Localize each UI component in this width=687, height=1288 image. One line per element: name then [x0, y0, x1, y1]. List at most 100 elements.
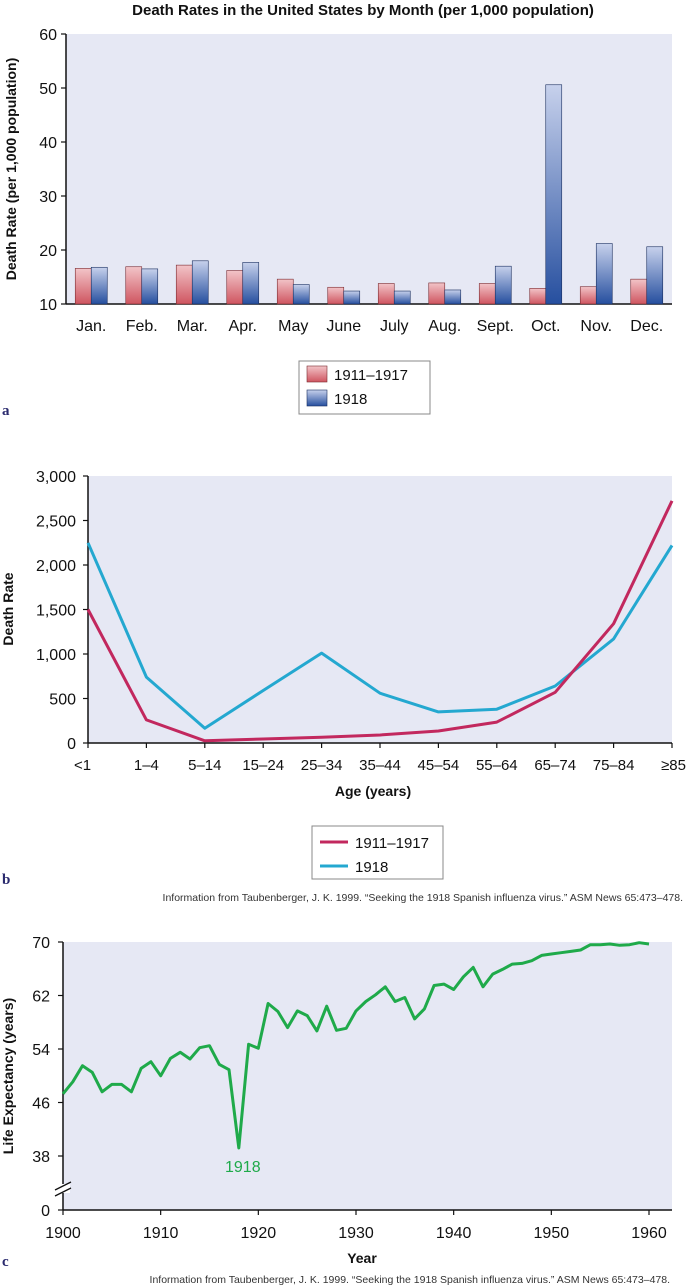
panel-letter-a: a	[2, 403, 10, 419]
chart-b-plot-area	[88, 476, 672, 743]
chart-a-xtick-apr: Apr.	[229, 318, 257, 335]
chart-c-xtick-1930: 1930	[338, 1225, 374, 1242]
chart-c-annotation-1918: 1918	[225, 1159, 261, 1176]
chart-b-x-ticks: <1 1–4 5–14 15–24 25–34 35–44 45–54 55–64 65–74 7…	[74, 743, 686, 774]
legend-b-label-1918: 1918	[355, 859, 388, 876]
chart-a-ytick-20: 20	[39, 243, 57, 260]
chart-a-y-label: Death Rate (per 1,000 population)	[3, 58, 19, 280]
bar-sept-1918	[494, 265, 512, 305]
bar-nov-1918	[595, 243, 613, 305]
chart-c-ytick-70: 70	[32, 935, 50, 952]
chart-a-ytick-50: 50	[39, 81, 57, 98]
panel-letter-c: c	[2, 1254, 9, 1270]
chart-b-ytick-3-000: 3,000	[36, 469, 76, 486]
chart-c-ytick-0: 0	[41, 1203, 50, 1220]
chart-c-x-label: Year	[347, 1250, 377, 1266]
chart-c-xtick-1920: 1920	[241, 1225, 277, 1242]
chart-a-ytick-40: 40	[39, 135, 57, 152]
chart-a: Death Rates in the United States by Mont…	[2, 2, 672, 419]
legend-swatch-1911-1917	[306, 365, 328, 383]
chart-b-ytick-2-500: 2,500	[36, 514, 76, 531]
chart-c: Life Expectancy (years) Year 0 38 46 54 62 70…	[0, 935, 672, 1286]
legend-label-1911-1917: 1911–1917	[334, 367, 408, 384]
chart-b-ytick-2-000: 2,000	[36, 558, 76, 575]
chart-a-xtick-june: June	[326, 318, 361, 335]
chart-a-ytick-10: 10	[39, 297, 57, 314]
chart-c-xtick-1910: 1910	[143, 1225, 179, 1242]
line-life-expectancy	[61, 941, 650, 1150]
panel-letter-b: b	[2, 872, 10, 888]
chart-a-xtick-nov: Nov.	[580, 318, 612, 335]
chart-a-title: Death Rates in the United States by Mont…	[132, 2, 594, 19]
chart-b-xtick-45-54-6: 45–54	[418, 757, 460, 774]
chart-a-legend: 1911–1917 1918	[298, 360, 431, 415]
chart-a-xtick-dec: Dec.	[630, 318, 663, 335]
bar-oct-1918	[545, 84, 563, 305]
chart-c-xtick-1960: 1960	[631, 1225, 667, 1242]
chart-b-y-ticks: 0 500 1,000 1,500 2,000 2,500 3,000	[36, 469, 88, 753]
legend-label-1918: 1918	[334, 391, 367, 408]
source-note-b: Information from Taubenberger, J. K. 199…	[163, 892, 683, 904]
chart-b-xtick-35-44-5: 35–44	[359, 757, 401, 774]
chart-b-x-label: Age (years)	[335, 783, 411, 799]
bar-june-1911-1917	[327, 286, 345, 305]
chart-b-legend-box	[311, 825, 444, 880]
chart-c-y-ticks: 0 38 46 54 62 70	[32, 935, 63, 1220]
chart-a-y-ticks: 10 20 30 40 50 60	[39, 27, 66, 314]
chart-a-xtick-oct: Oct.	[531, 318, 560, 335]
line-1911-1917	[86, 500, 674, 743]
bar-may-1918	[292, 284, 310, 305]
axis-break-mark-top	[54, 1181, 72, 1191]
chart-b-ytick-1-000: 1,000	[36, 647, 76, 664]
chart-a-xtick-mar: Mar.	[177, 318, 208, 335]
chart-a-xtick-july: July	[380, 318, 408, 335]
bar-feb-1911-1917	[125, 266, 143, 305]
chart-b-ytick-1-500: 1,500	[36, 603, 76, 620]
chart-a-bars	[74, 84, 664, 305]
bar-jan-1911-1917	[74, 268, 92, 305]
chart-b-xtick-5-14-2: 5–14	[188, 757, 221, 774]
bar-mar-1918	[191, 260, 209, 305]
bar-aug-1911-1917	[428, 282, 446, 305]
bar-nov-1911-1917	[579, 286, 597, 305]
chart-c-ytick-62: 62	[32, 989, 50, 1006]
chart-b-y-label: Death Rate	[0, 572, 16, 645]
chart-a-ytick-60: 60	[39, 27, 57, 44]
bar-july-1918	[393, 290, 411, 305]
chart-b: Death Rate Age (years) 0 500 1,000 1,500 2,0…	[0, 469, 686, 904]
chart-b-ytick-0: 0	[67, 736, 76, 753]
chart-a-xtick-jan: Jan.	[76, 318, 106, 335]
chart-c-xtick-1950: 1950	[534, 1225, 570, 1242]
legend-swatch-1918	[306, 389, 328, 407]
bar-dec-1918	[646, 246, 664, 305]
bar-feb-1918	[141, 268, 159, 305]
chart-c-plot-area	[63, 942, 672, 1210]
chart-b-xtick-1-4-1: 1–4	[134, 757, 159, 774]
bar-june-1918	[343, 290, 361, 305]
bar-dec-1911-1917	[630, 278, 648, 305]
chart-c-y-label: Life Expectancy (years)	[0, 998, 16, 1154]
chart-b-legend: 1911–1917 1918	[311, 825, 444, 880]
chart-b-xtick-55-64-7: 55–64	[476, 757, 518, 774]
chart-c-xtick-1940: 1940	[436, 1225, 472, 1242]
source-note-c: Information from Taubenberger, J. K. 199…	[150, 1274, 670, 1286]
bar-apr-1918	[242, 262, 260, 305]
chart-b-ytick-500: 500	[49, 692, 76, 709]
chart-c-ytick-46: 46	[32, 1096, 50, 1113]
bar-apr-1911-1917	[226, 270, 244, 305]
axis-break-gap	[56, 1184, 70, 1193]
chart-b-xtick-1-0: <1	[74, 757, 91, 774]
chart-c-xtick-1900: 1900	[45, 1225, 81, 1242]
chart-c-x-ticks: 1900 1910 1920 1930 1940 1950 1960	[45, 1210, 667, 1242]
bar-jan-1918	[90, 266, 108, 305]
chart-b-xtick-25-34-4: 25–34	[301, 757, 343, 774]
axis-break-mark-bottom	[54, 1187, 72, 1197]
chart-a-xtick-feb: Feb.	[126, 318, 158, 335]
chart-b-xtick-85-10: ≥85	[661, 757, 686, 774]
chart-a-xtick-may: May	[278, 318, 308, 335]
bar-mar-1911-1917	[175, 264, 193, 305]
chart-b-xtick-65-74-8: 65–74	[534, 757, 576, 774]
chart-b-lines	[86, 500, 674, 743]
chart-b-xtick-75-84-9: 75–84	[593, 757, 635, 774]
